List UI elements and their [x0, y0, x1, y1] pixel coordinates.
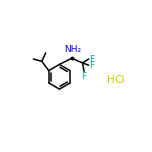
Text: F: F — [89, 55, 95, 64]
Text: F: F — [81, 72, 87, 81]
Text: NH₂: NH₂ — [64, 45, 81, 54]
Text: Cl: Cl — [115, 75, 125, 85]
Text: H: H — [107, 75, 115, 85]
Text: F: F — [89, 61, 95, 70]
